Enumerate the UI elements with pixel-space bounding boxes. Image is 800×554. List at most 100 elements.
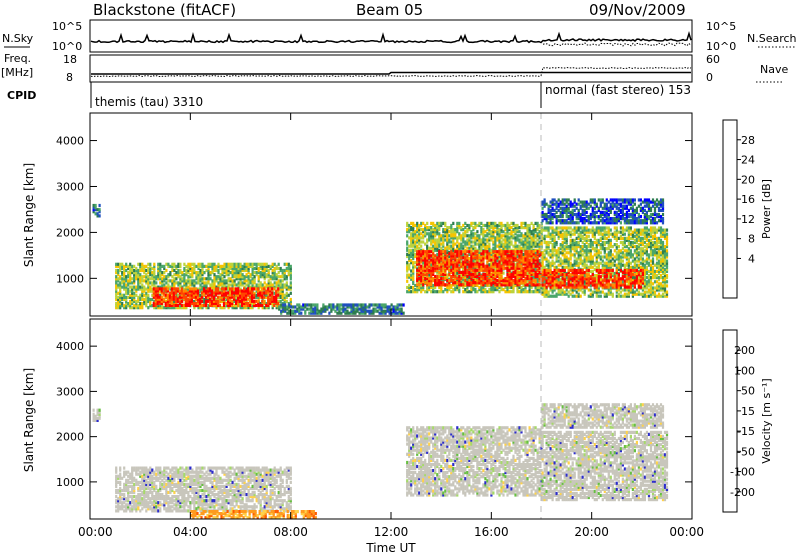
power-range-cell	[196, 293, 200, 297]
power-range-cell	[141, 304, 144, 308]
power-range-cell	[279, 289, 282, 293]
power-range-cell	[167, 273, 170, 277]
power-range-cell	[263, 275, 266, 279]
power-range-cell	[418, 226, 421, 230]
power-range-cell	[585, 263, 588, 267]
power-range-cell	[171, 306, 174, 310]
power-range-cell	[494, 221, 497, 225]
power-range-cell	[569, 263, 572, 267]
power-range-cell	[406, 267, 409, 271]
power-range-cell	[563, 292, 566, 296]
power-range-cell	[414, 248, 417, 252]
power-range-cell	[482, 264, 485, 268]
power-range-cell	[163, 289, 166, 293]
power-range-cell	[206, 295, 210, 299]
nsearch-tick-bottom: 10^0	[706, 40, 736, 53]
power-range-cell	[522, 260, 525, 264]
power-range-cell	[583, 236, 586, 240]
power-range-cell	[149, 271, 152, 275]
power-range-cell	[235, 275, 238, 279]
power-range-cell	[474, 290, 477, 294]
power-range-cell	[212, 295, 216, 299]
power-range-cell	[193, 268, 196, 273]
power-range-cell	[410, 252, 413, 256]
power-range-cell	[472, 285, 475, 290]
power-range-cell	[267, 293, 270, 297]
power-range-cell	[159, 273, 162, 277]
power-range-cell	[420, 290, 423, 294]
power-range-cell	[538, 290, 541, 294]
power-range-cell	[221, 266, 224, 271]
power-range-cell	[178, 297, 181, 301]
power-range-cell	[191, 275, 194, 279]
power-range-cell	[456, 250, 459, 254]
power-range-cell	[420, 274, 423, 279]
power-range-cell	[424, 234, 427, 238]
power-range-cell	[460, 259, 463, 263]
power-range-cell	[482, 242, 485, 246]
power-range-cell	[394, 305, 397, 309]
power-range-cell	[141, 283, 144, 287]
power-range-cell	[518, 270, 521, 274]
power-range-cell	[281, 289, 284, 293]
power-range-cell	[219, 277, 222, 281]
power-range-cell	[154, 289, 157, 293]
power-range-cell	[462, 252, 465, 256]
power-range-cell	[571, 263, 574, 267]
power-range-cell	[380, 307, 383, 311]
power-range-cell	[482, 252, 485, 256]
power-range-cell	[229, 291, 232, 295]
power-range-cell	[216, 301, 220, 305]
power-range-cell	[464, 221, 467, 225]
power-range-cell	[265, 303, 268, 307]
power-range-cell	[492, 254, 495, 258]
power-range-cell	[440, 242, 443, 246]
power-range-cell	[202, 293, 206, 297]
power-range-cell	[179, 285, 182, 289]
power-range-cell	[183, 275, 186, 279]
power-range-cell	[157, 266, 160, 271]
power-range-cell	[480, 228, 483, 232]
power-range-cell	[490, 274, 493, 279]
power-range-cell	[285, 275, 288, 279]
power-range-cell	[237, 281, 240, 285]
power-range-cell	[281, 273, 284, 277]
power-range-cell	[386, 305, 389, 309]
power-range-cell	[543, 255, 546, 259]
power-range-cell	[543, 236, 546, 240]
power-range-cell	[279, 266, 282, 271]
power-range-cell	[478, 288, 481, 292]
power-range-cell	[416, 279, 419, 283]
power-range-cell	[530, 285, 533, 290]
power-range-cell	[215, 275, 218, 279]
power-range-cell	[518, 244, 521, 248]
power-range-cell	[412, 226, 415, 230]
power-range-cell	[190, 287, 193, 291]
power-range-cell	[183, 262, 186, 266]
power-range-cell	[174, 299, 177, 303]
power-range-cell	[171, 281, 174, 285]
power-range-cell	[472, 256, 475, 260]
power-range-cell	[251, 302, 254, 306]
power-range-cell	[549, 249, 552, 253]
power-range-cell	[420, 268, 423, 272]
power-range-cell	[412, 290, 415, 294]
power-range-cell	[438, 274, 441, 279]
power-range-cell	[332, 303, 335, 307]
power-range-cell	[410, 259, 413, 263]
power-range-cell	[514, 281, 517, 285]
power-range-cell	[579, 259, 582, 263]
power-range-cell	[573, 255, 576, 259]
power-range-cell	[208, 299, 212, 303]
power-range-cell	[392, 311, 395, 315]
power-range-cell	[237, 299, 240, 303]
power-range-cell	[516, 244, 519, 248]
power-range-cell	[436, 230, 439, 234]
power-range-cell	[526, 256, 529, 260]
power-range-cell	[263, 266, 266, 271]
power-range-cell	[247, 264, 250, 268]
power-range-cell	[498, 246, 501, 250]
power-range-cell	[516, 228, 519, 232]
power-range-cell	[502, 258, 505, 262]
power-range-cell	[263, 301, 266, 305]
